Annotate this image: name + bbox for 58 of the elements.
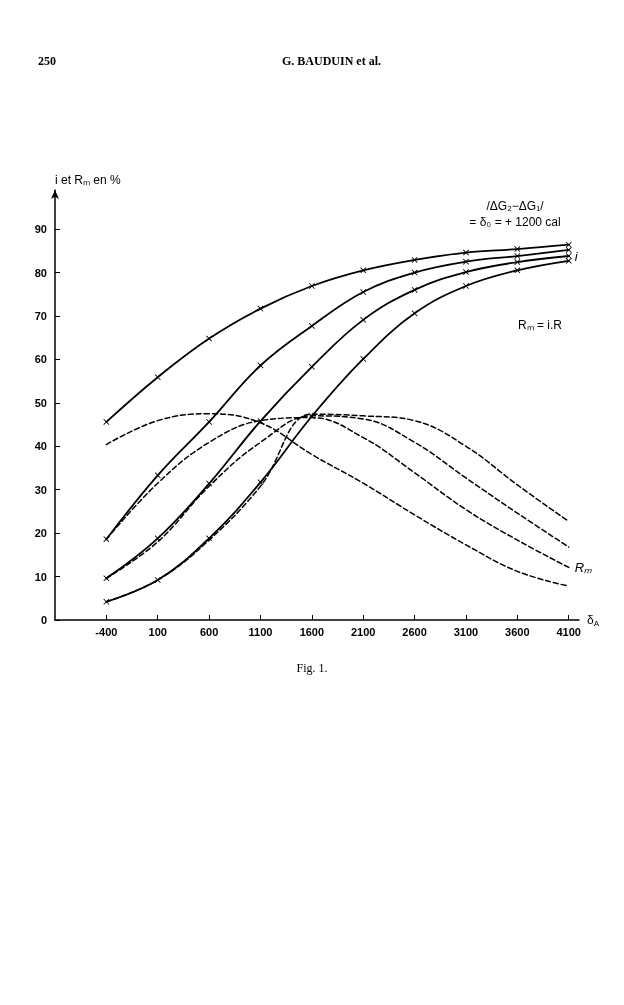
y-tick-label: 30	[34, 483, 47, 496]
point	[308, 363, 315, 370]
x-tick-label: 100	[148, 625, 167, 638]
point	[206, 418, 213, 425]
point	[565, 241, 572, 248]
point	[206, 335, 213, 342]
y-tick-label: 80	[34, 266, 47, 279]
point	[411, 256, 418, 263]
y-tick-label: 40	[34, 440, 47, 453]
point	[154, 577, 161, 584]
series-label: Rₘ	[574, 559, 593, 575]
y-tick-label: 60	[34, 353, 47, 366]
point	[360, 267, 367, 274]
x-tick-label: 1100	[248, 625, 273, 638]
point	[308, 322, 315, 329]
x-tick-label: 3100	[453, 625, 479, 638]
x-tick-label: 600	[199, 625, 219, 638]
x-tick-label: 2600	[402, 625, 427, 638]
point	[308, 282, 315, 289]
y-tick-label: 90	[34, 223, 47, 236]
y-tick-label: 0	[40, 614, 47, 626]
y-tick-label: 10	[34, 570, 47, 583]
annotation: /ΔG₂−ΔG₁/ = δ₀ = + 1200 cal	[469, 199, 561, 229]
point	[103, 418, 110, 425]
point	[206, 480, 213, 487]
point	[462, 249, 469, 256]
point	[514, 259, 521, 266]
y-tick-label: 70	[34, 309, 47, 322]
point	[514, 246, 521, 253]
x-tick-label: 2100	[350, 625, 376, 638]
point	[462, 258, 469, 265]
point	[462, 269, 469, 276]
text: G. BAUDUIN et al.	[282, 54, 381, 69]
x-tick-label: 4100	[556, 625, 581, 638]
point	[360, 355, 367, 362]
annotation: Rₘ = i.R	[517, 318, 563, 332]
series-label: i	[574, 248, 579, 264]
point	[154, 374, 161, 381]
x-tick-label: 1600	[299, 625, 325, 638]
point	[206, 535, 213, 542]
text: 250	[38, 54, 56, 69]
point	[565, 257, 572, 264]
y-tick-label: 20	[34, 527, 47, 540]
point	[308, 413, 315, 420]
x-tick-label: 3600	[505, 625, 530, 638]
y-tick-label: 50	[34, 396, 47, 409]
point	[411, 286, 418, 293]
x-tick-label: -400	[95, 625, 118, 638]
point	[514, 253, 521, 260]
point	[360, 289, 367, 296]
point	[257, 418, 264, 425]
point	[154, 535, 161, 542]
caption: Fig. 1.	[296, 661, 328, 675]
point	[462, 282, 469, 289]
point	[565, 246, 572, 253]
point	[103, 536, 110, 543]
y-axis-title: i et Rₘ en %	[55, 173, 122, 187]
point	[360, 316, 367, 323]
